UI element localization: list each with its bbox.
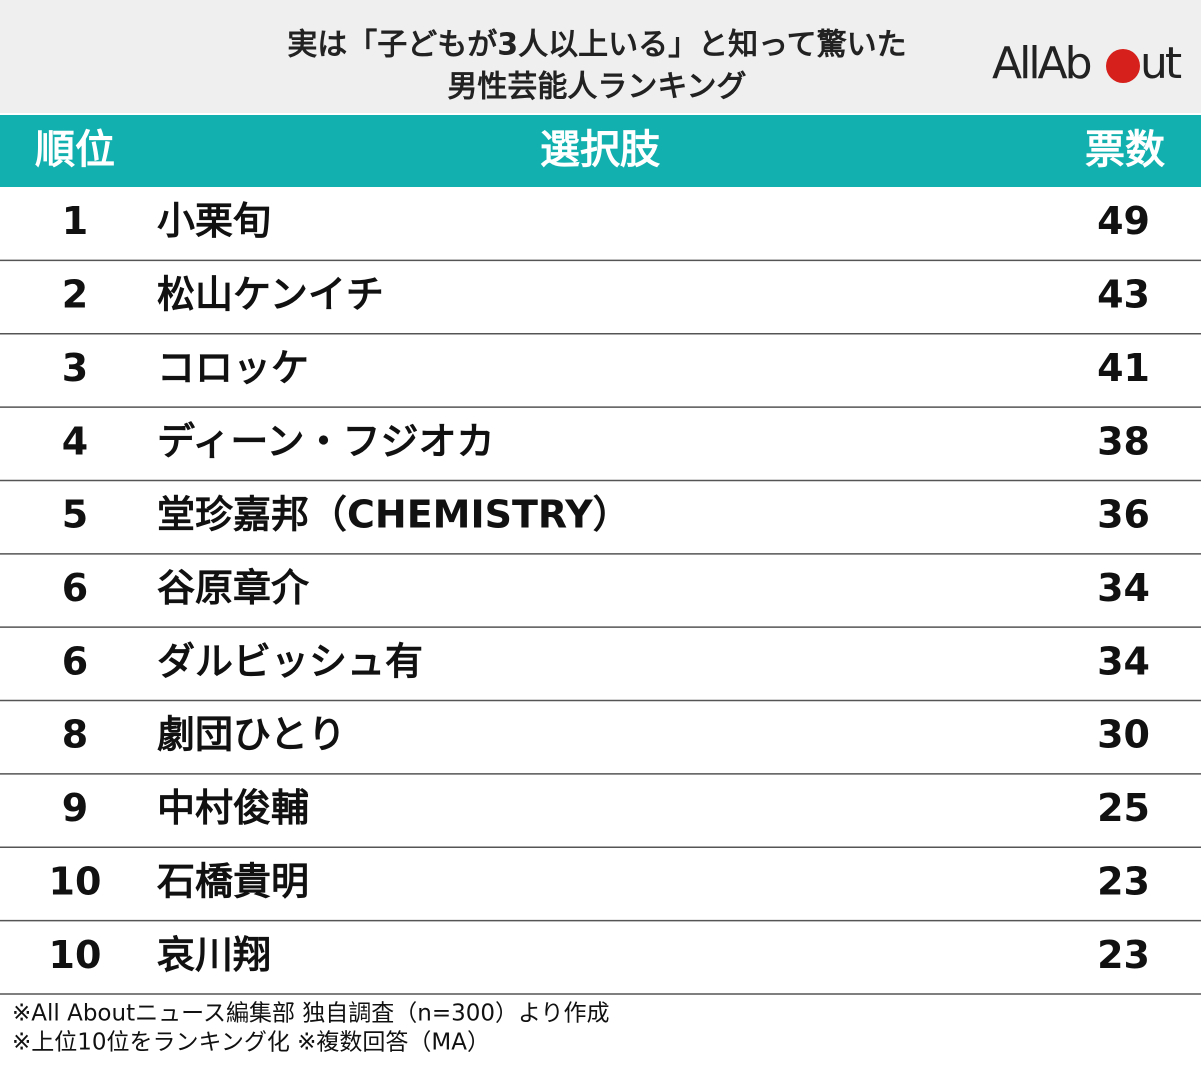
rank-cell: 10: [49, 859, 102, 903]
column-header: 票数: [1085, 127, 1165, 173]
votes-cell: 36: [1097, 493, 1150, 537]
rank-cell: 1: [62, 199, 88, 243]
name-cell: ディーン・フジオカ: [157, 419, 494, 463]
rank-cell: 6: [62, 639, 88, 683]
rank-cell: 5: [62, 493, 88, 537]
votes-cell: 25: [1097, 786, 1150, 830]
title-line: 実は「子どもが3人以上いる」と知って驚いた: [287, 28, 906, 63]
name-cell: 石橋貴明: [157, 859, 309, 903]
name-cell: 谷原章介: [157, 566, 310, 610]
rank-cell: 9: [62, 786, 88, 830]
column-header-bar: [0, 115, 1201, 187]
votes-cell: 41: [1097, 346, 1150, 390]
votes-cell: 23: [1097, 859, 1150, 903]
rank-cell: 3: [62, 346, 88, 390]
rank-cell: 8: [62, 713, 88, 757]
footnote: ※All Aboutニュース編集部 独自調査（n=300）より作成: [12, 1001, 610, 1027]
votes-cell: 23: [1097, 933, 1150, 977]
name-cell: 中村俊輔: [157, 786, 309, 830]
footnote: ※上位10位をランキング化 ※複数回答（MA）: [12, 1030, 490, 1056]
table-body: 1 小栗旬 49 2 松山ケンイチ 43 3 コロッケ 41 4 ディーン・フジオカ 38 5 堂珍嘉邦（…: [0, 199, 1201, 995]
name-cell: 堂珍嘉邦（CHEMISTRY）: [157, 493, 631, 537]
votes-cell: 34: [1097, 566, 1150, 610]
name-cell: 小栗旬: [157, 199, 271, 243]
name-cell: コロッケ: [157, 346, 309, 390]
votes-cell: 49: [1097, 199, 1150, 243]
rank-cell: 10: [49, 933, 102, 977]
name-cell: 哀川翔: [157, 933, 271, 977]
title-line: 男性芸能人ランキング: [447, 70, 746, 105]
name-cell: 松山ケンイチ: [157, 273, 384, 317]
rank-cell: 6: [62, 566, 88, 610]
name-cell: 劇団ひとり: [157, 713, 346, 757]
votes-cell: 34: [1097, 639, 1150, 683]
votes-cell: 30: [1097, 713, 1150, 757]
votes-cell: 43: [1097, 273, 1150, 317]
logo-text: ut: [1140, 38, 1182, 89]
logo-text: AllAb: [992, 38, 1091, 89]
column-header: 順位: [35, 127, 115, 173]
rank-cell: 4: [62, 419, 88, 463]
votes-cell: 38: [1097, 419, 1150, 463]
header-background: [0, 0, 1201, 113]
name-cell: ダルビッシュ有: [157, 639, 423, 683]
column-header: 選択肢: [540, 127, 661, 173]
logo-dot: [1106, 49, 1140, 83]
rank-cell: 2: [62, 273, 88, 317]
